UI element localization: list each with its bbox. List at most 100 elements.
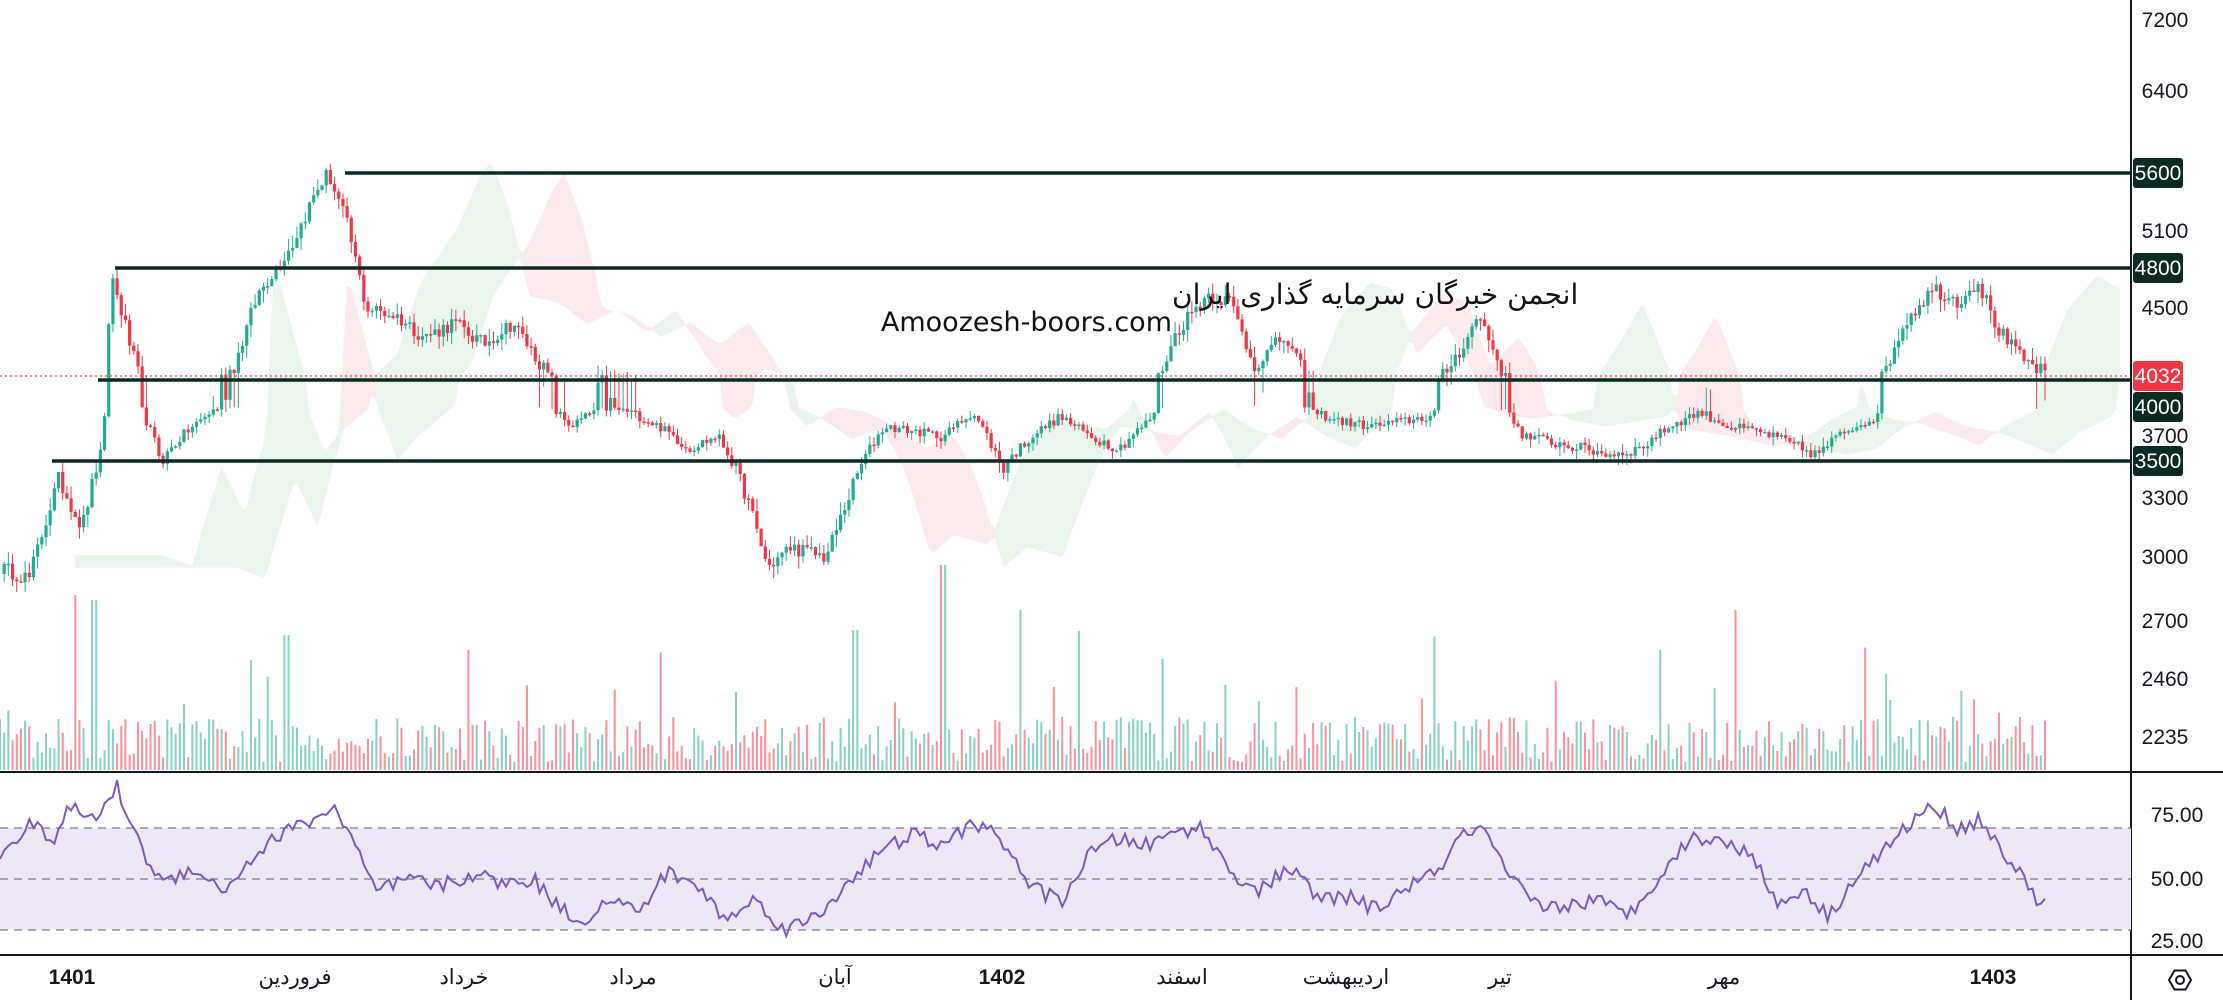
candle-body [1403,417,1407,419]
volume-bar [559,726,562,770]
volume-bar [1977,734,1980,770]
ichimoku-cloud-segment [530,229,536,298]
candle-body [1733,428,1738,430]
candle-body [1169,346,1173,362]
volume-bar [383,753,386,770]
volume-bar [1496,732,1499,770]
candle-body [512,325,516,332]
volume-bar [868,734,871,770]
candle-body [1445,368,1449,373]
ichimoku-cloud-segment [1304,416,1309,425]
candle-body [115,278,119,296]
volume-bar [1044,733,1047,770]
price-axis[interactable]: 7200 6400 5100 4500 3700 3300 3000 2700 2460 2235… [2133,9,2188,749]
candle-body [1855,427,1859,431]
candle-body [1085,430,1089,434]
volume-bar [1922,760,1925,770]
candle-body [613,397,617,408]
ichimoku-cloud-segment [1981,429,1987,444]
volume-bar [341,751,344,770]
candle-body [579,418,583,421]
volume-bar [852,630,855,770]
ichimoku-cloud-segment [539,210,544,300]
candle-body [424,334,429,337]
candle-body [1127,438,1131,448]
volume-bar [1839,739,1842,770]
candle-body [604,375,608,411]
volume-bar [1747,745,1750,770]
volume-bar [191,724,194,770]
candle-body [1687,414,1692,419]
candle-body [1968,290,1972,296]
candle-body [182,429,186,442]
volume-bar [898,718,901,770]
volume-bar [1199,735,1202,770]
candle-body [1165,361,1169,371]
candle-body [726,447,730,456]
candle-body [165,451,169,464]
volume-bar [697,735,700,770]
rsi-pane[interactable]: 75.00 50.00 25.00 [0,779,2203,953]
ichimoku-cloud-segment [1296,417,1301,427]
candle-body [1064,417,1069,421]
volume-bar [28,726,31,770]
ichimoku-cloud-segment [363,334,368,413]
level-badge-4000 [2133,392,2183,422]
candle-body [266,286,270,288]
ichimoku-cloud-segment [1082,424,1088,502]
ichimoku-cloud-segment [1354,295,1359,449]
ichimoku-cloud-segment [1237,418,1242,469]
volume-bar [822,717,825,770]
candle-body [537,361,542,370]
candle-body [1976,283,1980,292]
ichimoku-cloud-segment [522,246,527,285]
candle-body [801,545,805,557]
ichimoku-cloud-segment [1317,366,1322,433]
candle-body [1616,452,1621,457]
candle-body [1838,431,1842,436]
candle-body [1227,296,1232,298]
volume-bar [1567,737,1570,770]
hexagon-gear-icon[interactable] [2167,969,2193,991]
time-tick-label: مرداد [609,966,656,990]
ichimoku-cloud-segment [652,324,657,334]
volume-bar [1303,733,1306,770]
candle-body [1391,420,1395,423]
candle-body [1524,433,1529,439]
candle-body [884,428,889,433]
candle-body [1437,379,1441,411]
candle-body [140,366,144,408]
volume-bar [735,692,738,770]
volume-bar [1604,759,1607,770]
volume-bar [1738,729,1741,770]
ichimoku-cloud-segment [204,508,209,568]
candle-body [1487,326,1491,341]
candle-body [608,397,613,411]
volume-bar [718,740,721,770]
candle-body [943,434,947,442]
ichimoku-cloud-segment [309,413,314,518]
volume-bar [2031,725,2034,770]
ichimoku-cloud-segment [936,441,941,551]
candle-body [1202,298,1207,309]
volume-bar [1274,721,1277,770]
ichimoku-cloud-segment [1388,287,1393,416]
candle-body [525,333,529,347]
ichimoku-cloud-segment [317,433,322,527]
ichimoku-cloud-segment [1969,427,1974,444]
ichimoku-cloud-segment [1580,410,1585,423]
ichimoku-cloud-segment [777,365,782,374]
volume-bar [1558,749,1561,770]
volume-bar [747,747,750,770]
candle-body [684,446,688,449]
ichimoku-cloud-segment [1020,454,1025,554]
ichimoku-cloud-segment [1534,363,1539,419]
volume-bar [923,734,926,770]
volume-bar [1655,739,1658,770]
volume-bar [1734,610,1737,770]
volume-bar [1542,752,1545,770]
time-axis[interactable]: 1401 فروردین خرداد مرداد آبان 1402 اسفند اردیبه… [49,963,2017,990]
ichimoku-cloud-segment [1162,433,1167,457]
volume-bar [906,756,909,770]
